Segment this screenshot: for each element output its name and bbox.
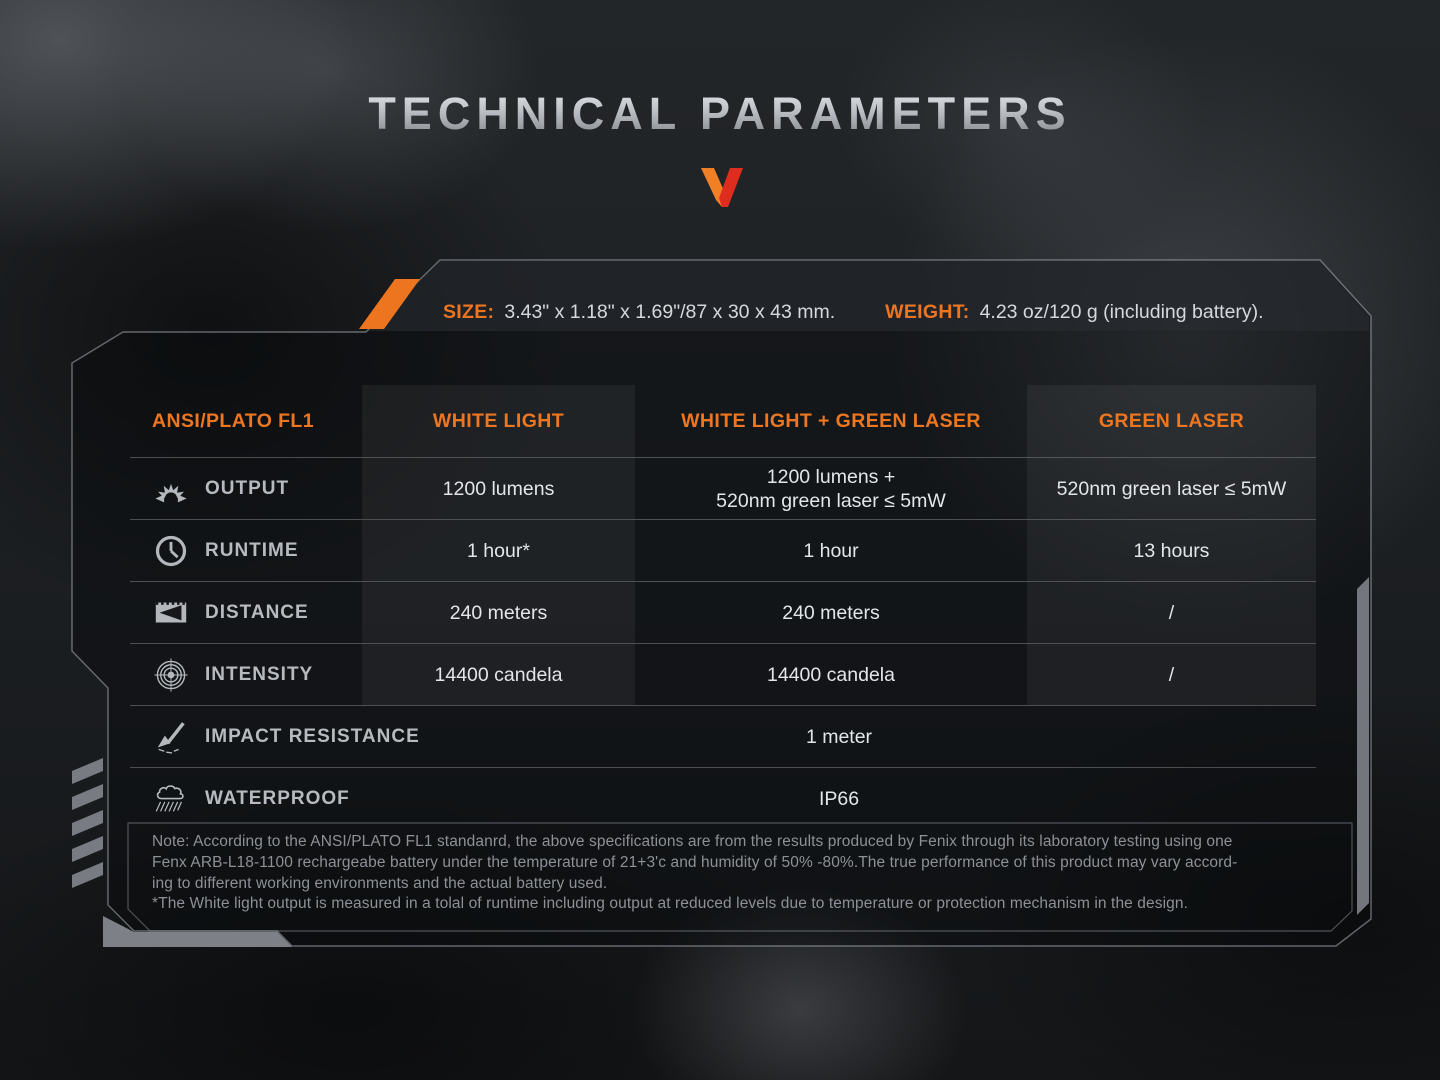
hazard-stripes [72, 758, 103, 888]
cell-line-2: 520nm green laser ≤ 5mW [716, 489, 946, 512]
cell-runtime-green-laser: 13 hours [1027, 520, 1316, 581]
chevron-down-icon [701, 168, 743, 207]
bottom-accent-bar [103, 916, 292, 947]
column-header-ansi: ANSI/PLATO FL1 [152, 410, 314, 432]
row-label: RUNTIME [205, 539, 299, 561]
spec-table: ANSI/PLATO FL1 WHITE LIGHT WHITE LIGHT +… [130, 385, 1316, 829]
weight-value: 4.23 oz/120 g (including battery). [979, 300, 1264, 323]
spec-bar: SIZE: 3.43" x 1.18" x 1.69"/87 x 30 x 43… [443, 297, 1264, 327]
impact-arrow-icon [157, 721, 185, 754]
table-row-runtime: RUNTIME 1 hour* 1 hour 13 hours [130, 519, 1316, 581]
table-row-waterproof: WATERPROOF IP66 [130, 767, 1316, 829]
cell-waterproof-value: IP66 [818, 787, 860, 810]
column-header-white-light: WHITE LIGHT [362, 385, 635, 457]
cell-impact-resistance-value: 1 meter [805, 725, 873, 748]
row-label: INTENSITY [205, 663, 314, 685]
spec-strip-panel [368, 261, 1369, 331]
target-icon [154, 657, 188, 692]
cell-intensity-green-laser: / [1027, 644, 1316, 705]
table-row-impact-resistance: IMPACT RESISTANCE 1 meter [130, 705, 1316, 767]
table-row-output: OUTPUT 1200 lumens 1200 lumens + 520nm g… [130, 457, 1316, 519]
weight-label: WEIGHT: [885, 300, 970, 323]
row-label: DISTANCE [205, 601, 309, 623]
cell-distance-white-light: 240 meters [362, 582, 635, 643]
row-label: IMPACT RESISTANCE [205, 725, 420, 747]
sunrise-icon [155, 483, 187, 502]
cell-line-1: 1200 lumens + [766, 465, 896, 488]
cell-distance-green-laser: / [1027, 582, 1316, 643]
note-line: ing to different working environments an… [152, 874, 608, 892]
clock-icon [155, 535, 187, 566]
cell-output-white-light: 1200 lumens [362, 458, 635, 519]
note-line: Fenx ARB-L18-1100 rechargeabe battery un… [152, 853, 1238, 871]
beam-distance-icon [155, 601, 187, 622]
panel-outline [71, 259, 1372, 947]
size-value: 3.43" x 1.18" x 1.69"/87 x 30 x 43 mm. [504, 300, 836, 323]
note-line: Note: According to the ANSI/PLATO FL1 st… [152, 833, 1233, 850]
note-line: *The White light output is measured in a… [152, 895, 1188, 913]
cell-intensity-white-light: 14400 candela [362, 644, 635, 705]
table-header-row: ANSI/PLATO FL1 WHITE LIGHT WHITE LIGHT +… [130, 385, 1316, 457]
row-label: OUTPUT [205, 477, 290, 499]
note-box-outline [127, 822, 1353, 932]
table-row-intensity: INTENSITY 14400 candela 14400 candela / [130, 643, 1316, 705]
cell-output-green-laser: 520nm green laser ≤ 5mW [1027, 458, 1316, 519]
row-label: WATERPROOF [205, 787, 350, 809]
column-header-white-light-green-laser: WHITE LIGHT + GREEN LASER [681, 410, 981, 432]
cell-intensity-combo: 14400 candela [767, 663, 895, 686]
cell-output-combo: 1200 lumens + 520nm green laser ≤ 5mW [635, 458, 1027, 519]
rain-cloud-icon [155, 784, 184, 812]
right-accent-bar [1357, 577, 1369, 915]
table-row-distance: DISTANCE 240 meters 240 meters / [130, 581, 1316, 643]
cell-runtime-combo: 1 hour [803, 539, 859, 562]
cell-distance-combo: 240 meters [782, 601, 880, 624]
page-title: TECHNICAL PARAMETERS [0, 88, 1440, 140]
column-header-green-laser: GREEN LASER [1027, 385, 1316, 457]
note-box: Note: According to the ANSI/PLATO FL1 st… [152, 832, 1317, 915]
cell-runtime-white-light: 1 hour* [362, 520, 635, 581]
size-label: SIZE: [443, 300, 495, 323]
orange-slash-accent [359, 279, 420, 329]
